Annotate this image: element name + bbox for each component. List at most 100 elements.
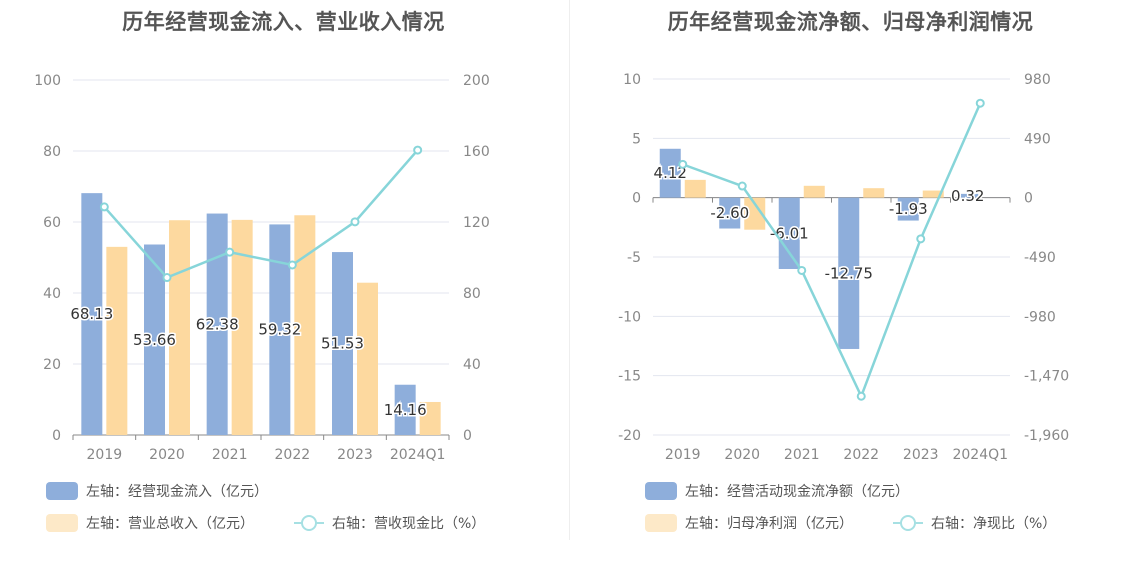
- y-tick-label-left: -5: [627, 250, 641, 266]
- y-tick-label-left: 20: [43, 357, 61, 373]
- y-tick-label-left: 5: [632, 131, 641, 147]
- x-tick-label: 2021: [212, 447, 248, 463]
- bar: [922, 190, 944, 198]
- right-chart-title: 历年经营现金流净额、归母净利润情况: [667, 10, 1034, 34]
- y-tick-label-left: 10: [623, 72, 641, 88]
- line-point: [99, 202, 109, 212]
- right-chart-panel: 历年经营现金流净额、归母净利润情况 -20 -1,960 -15 -1,470 -10-…: [567, 0, 1134, 582]
- bar: [144, 244, 165, 435]
- legend-item[interactable]: 左轴：经营现金流入（亿元）: [46, 481, 268, 501]
- y-tick-label-right: 980: [1024, 72, 1051, 88]
- bar-value-label: 51.53: [321, 335, 364, 353]
- legend-item[interactable]: 左轴：营业总收入（亿元）: [46, 513, 254, 533]
- legend-label: 左轴：归母净利润（亿元）: [685, 516, 853, 532]
- bar-value-label: 0.32: [951, 187, 984, 205]
- line-point: [737, 181, 747, 191]
- bar: [231, 219, 253, 435]
- y-tick-label-left: 0: [632, 191, 641, 207]
- x-tick-label: 2020: [724, 447, 760, 463]
- bar-value-label: 59.32: [258, 321, 301, 339]
- line-point: [856, 391, 866, 401]
- bar: [81, 193, 103, 435]
- legend-swatch: [645, 482, 677, 500]
- line-point: [350, 217, 360, 227]
- bar-value-label: -1.93: [889, 200, 928, 218]
- x-tick-label: 2020: [149, 447, 185, 463]
- legend-label: 右轴：营收现金比（%）: [332, 516, 486, 532]
- legend-label: 右轴：净现比（%）: [931, 516, 1057, 532]
- legend-item[interactable]: 右轴：营收现金比（%）: [294, 513, 485, 533]
- y-tick-label-left: -10: [618, 309, 641, 325]
- bar: [719, 197, 741, 229]
- line-point: [678, 159, 688, 169]
- y-tick-label-right: 120: [463, 215, 490, 231]
- legend-line-marker-icon: [294, 514, 324, 532]
- bar-value-label: -12.75: [825, 264, 873, 282]
- bar-value-label: -2.60: [710, 204, 749, 222]
- x-tick-label: 2024Q1: [952, 447, 1008, 463]
- x-tick-label: 2021: [784, 447, 820, 463]
- line-point: [413, 145, 423, 155]
- left-chart-plot: 0 0 20 40 40 80 60 120 80 160 100 200 2019 2020 2021 20…: [34, 73, 490, 463]
- bar: [394, 384, 416, 435]
- line-point: [975, 98, 985, 108]
- y-tick-label-right: 0: [1024, 191, 1033, 207]
- y-tick-label-right: 200: [463, 73, 490, 89]
- y-tick-label-left: 100: [34, 73, 61, 89]
- bar: [744, 197, 766, 230]
- y-tick-label-right: 80: [463, 286, 481, 302]
- bar: [838, 197, 860, 349]
- bar: [863, 188, 885, 198]
- bar: [169, 220, 190, 435]
- bar-value-label: 14.16: [384, 401, 427, 419]
- y-tick-label-left: 60: [43, 215, 61, 231]
- line-point: [916, 234, 926, 244]
- bar: [106, 246, 128, 435]
- bar: [684, 179, 706, 198]
- y-tick-label-right: -490: [1024, 250, 1056, 266]
- y-tick-label-right: 40: [463, 357, 481, 373]
- x-tick-label: 2019: [87, 447, 123, 463]
- left-chart-title: 历年经营现金流入、营业收入情况: [122, 10, 445, 34]
- legend-swatch: [46, 482, 78, 500]
- legend-item[interactable]: 右轴：净现比（%）: [893, 513, 1056, 533]
- legend-item[interactable]: 左轴：归母净利润（亿元）: [645, 513, 853, 533]
- left-chart-panel: 历年经营现金流入、营业收入情况 0 0 20 40 40 80 60 120 80 160 100 2…: [34, 10, 490, 533]
- y-tick-label-left: -20: [618, 428, 641, 444]
- bar: [269, 224, 291, 435]
- y-tick-label-right: 160: [463, 144, 490, 160]
- bar-value-label: 68.13: [70, 305, 113, 323]
- bar: [778, 197, 800, 269]
- legend-label: 左轴：经营现金流入（亿元）: [86, 484, 268, 500]
- x-tick-label: 2023: [903, 447, 939, 463]
- legend-label: 左轴：营业总收入（亿元）: [86, 516, 254, 532]
- bar: [897, 197, 919, 221]
- x-tick-label: 2022: [843, 447, 879, 463]
- right-chart-plot: -20 -1,960 -15 -1,470 -10 -980 -5 -490 0 0 5 490 10 9…: [618, 72, 1069, 463]
- bar: [659, 148, 681, 198]
- x-tick-label: 2023: [337, 447, 373, 463]
- panel-divider: [569, 0, 570, 540]
- bar: [803, 185, 825, 198]
- y-tick-label-right: -1,960: [1024, 428, 1069, 444]
- bar-value-label: 4.12: [654, 164, 687, 182]
- line-series: [682, 102, 982, 400]
- legend-label: 左轴：经营活动现金流净额（亿元）: [685, 484, 909, 500]
- y-tick-label-left: 0: [52, 428, 61, 444]
- x-tick-label: 2019: [665, 447, 701, 463]
- bar: [206, 213, 228, 435]
- legend-swatch: [46, 514, 78, 532]
- x-tick-label: 2022: [275, 447, 311, 463]
- bar: [357, 282, 378, 435]
- y-tick-label-left: 40: [43, 286, 61, 302]
- legend-swatch: [645, 514, 677, 532]
- bar: [332, 252, 353, 435]
- bar-value-label: 53.66: [133, 331, 176, 349]
- legend-item[interactable]: 左轴：经营活动现金流净额（亿元）: [645, 481, 909, 501]
- y-tick-label-right: 490: [1024, 131, 1051, 147]
- y-tick-label-right: 0: [463, 428, 472, 444]
- line-point: [162, 273, 172, 283]
- y-tick-label-left: 80: [43, 144, 61, 160]
- legend-line-marker-icon: [893, 514, 923, 532]
- y-tick-label-left: -15: [618, 369, 641, 385]
